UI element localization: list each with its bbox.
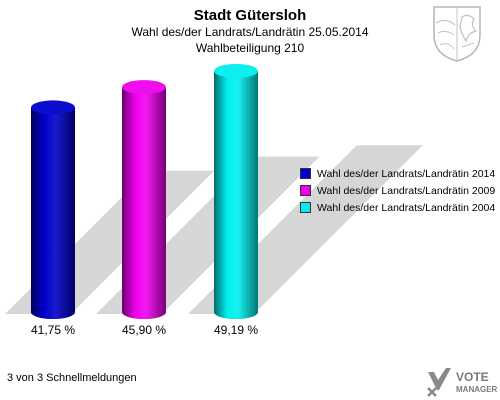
legend-swatch (300, 202, 311, 213)
legend-item: Wahl des/der Landrats/Landrätin 2004 (300, 199, 495, 216)
value-label: 41,75 % (31, 323, 75, 337)
value-label: 49,19 % (214, 323, 258, 337)
legend-label: Wahl des/der Landrats/Landrätin 2014 (317, 167, 496, 180)
svg-text:VOTE: VOTE (456, 370, 489, 384)
vote-manager-logo-icon: VOTE MANAGER (427, 368, 498, 397)
bar (122, 80, 166, 319)
coat-of-arms-icon (433, 6, 481, 62)
legend-swatch (300, 185, 311, 196)
footer-status: 3 von 3 Schnellmeldungen (7, 372, 137, 384)
legend-swatch (300, 168, 311, 179)
bar (214, 63, 258, 319)
svg-text:MANAGER: MANAGER (456, 385, 498, 394)
legend-label: Wahl des/der Landrats/Landrätin 2009 (317, 184, 496, 197)
legend-item: Wahl des/der Landrats/Landrätin 2009 (300, 182, 495, 199)
value-label: 45,90 % (122, 323, 166, 337)
chart-subtitle-turnout: Wahlbeteiligung 210 (195, 41, 305, 55)
legend-item: Wahl des/der Landrats/Landrätin 2014 (300, 165, 495, 182)
legend: Wahl des/der Landrats/Landrätin 2014 Wah… (300, 165, 495, 216)
bar (31, 100, 75, 319)
legend-label: Wahl des/der Landrats/Landrätin 2004 (317, 201, 496, 214)
chart-title: Stadt Gütersloh (193, 7, 307, 24)
chart-subtitle: Wahl des/der Landrats/Landrätin 25.05.20… (131, 25, 369, 39)
